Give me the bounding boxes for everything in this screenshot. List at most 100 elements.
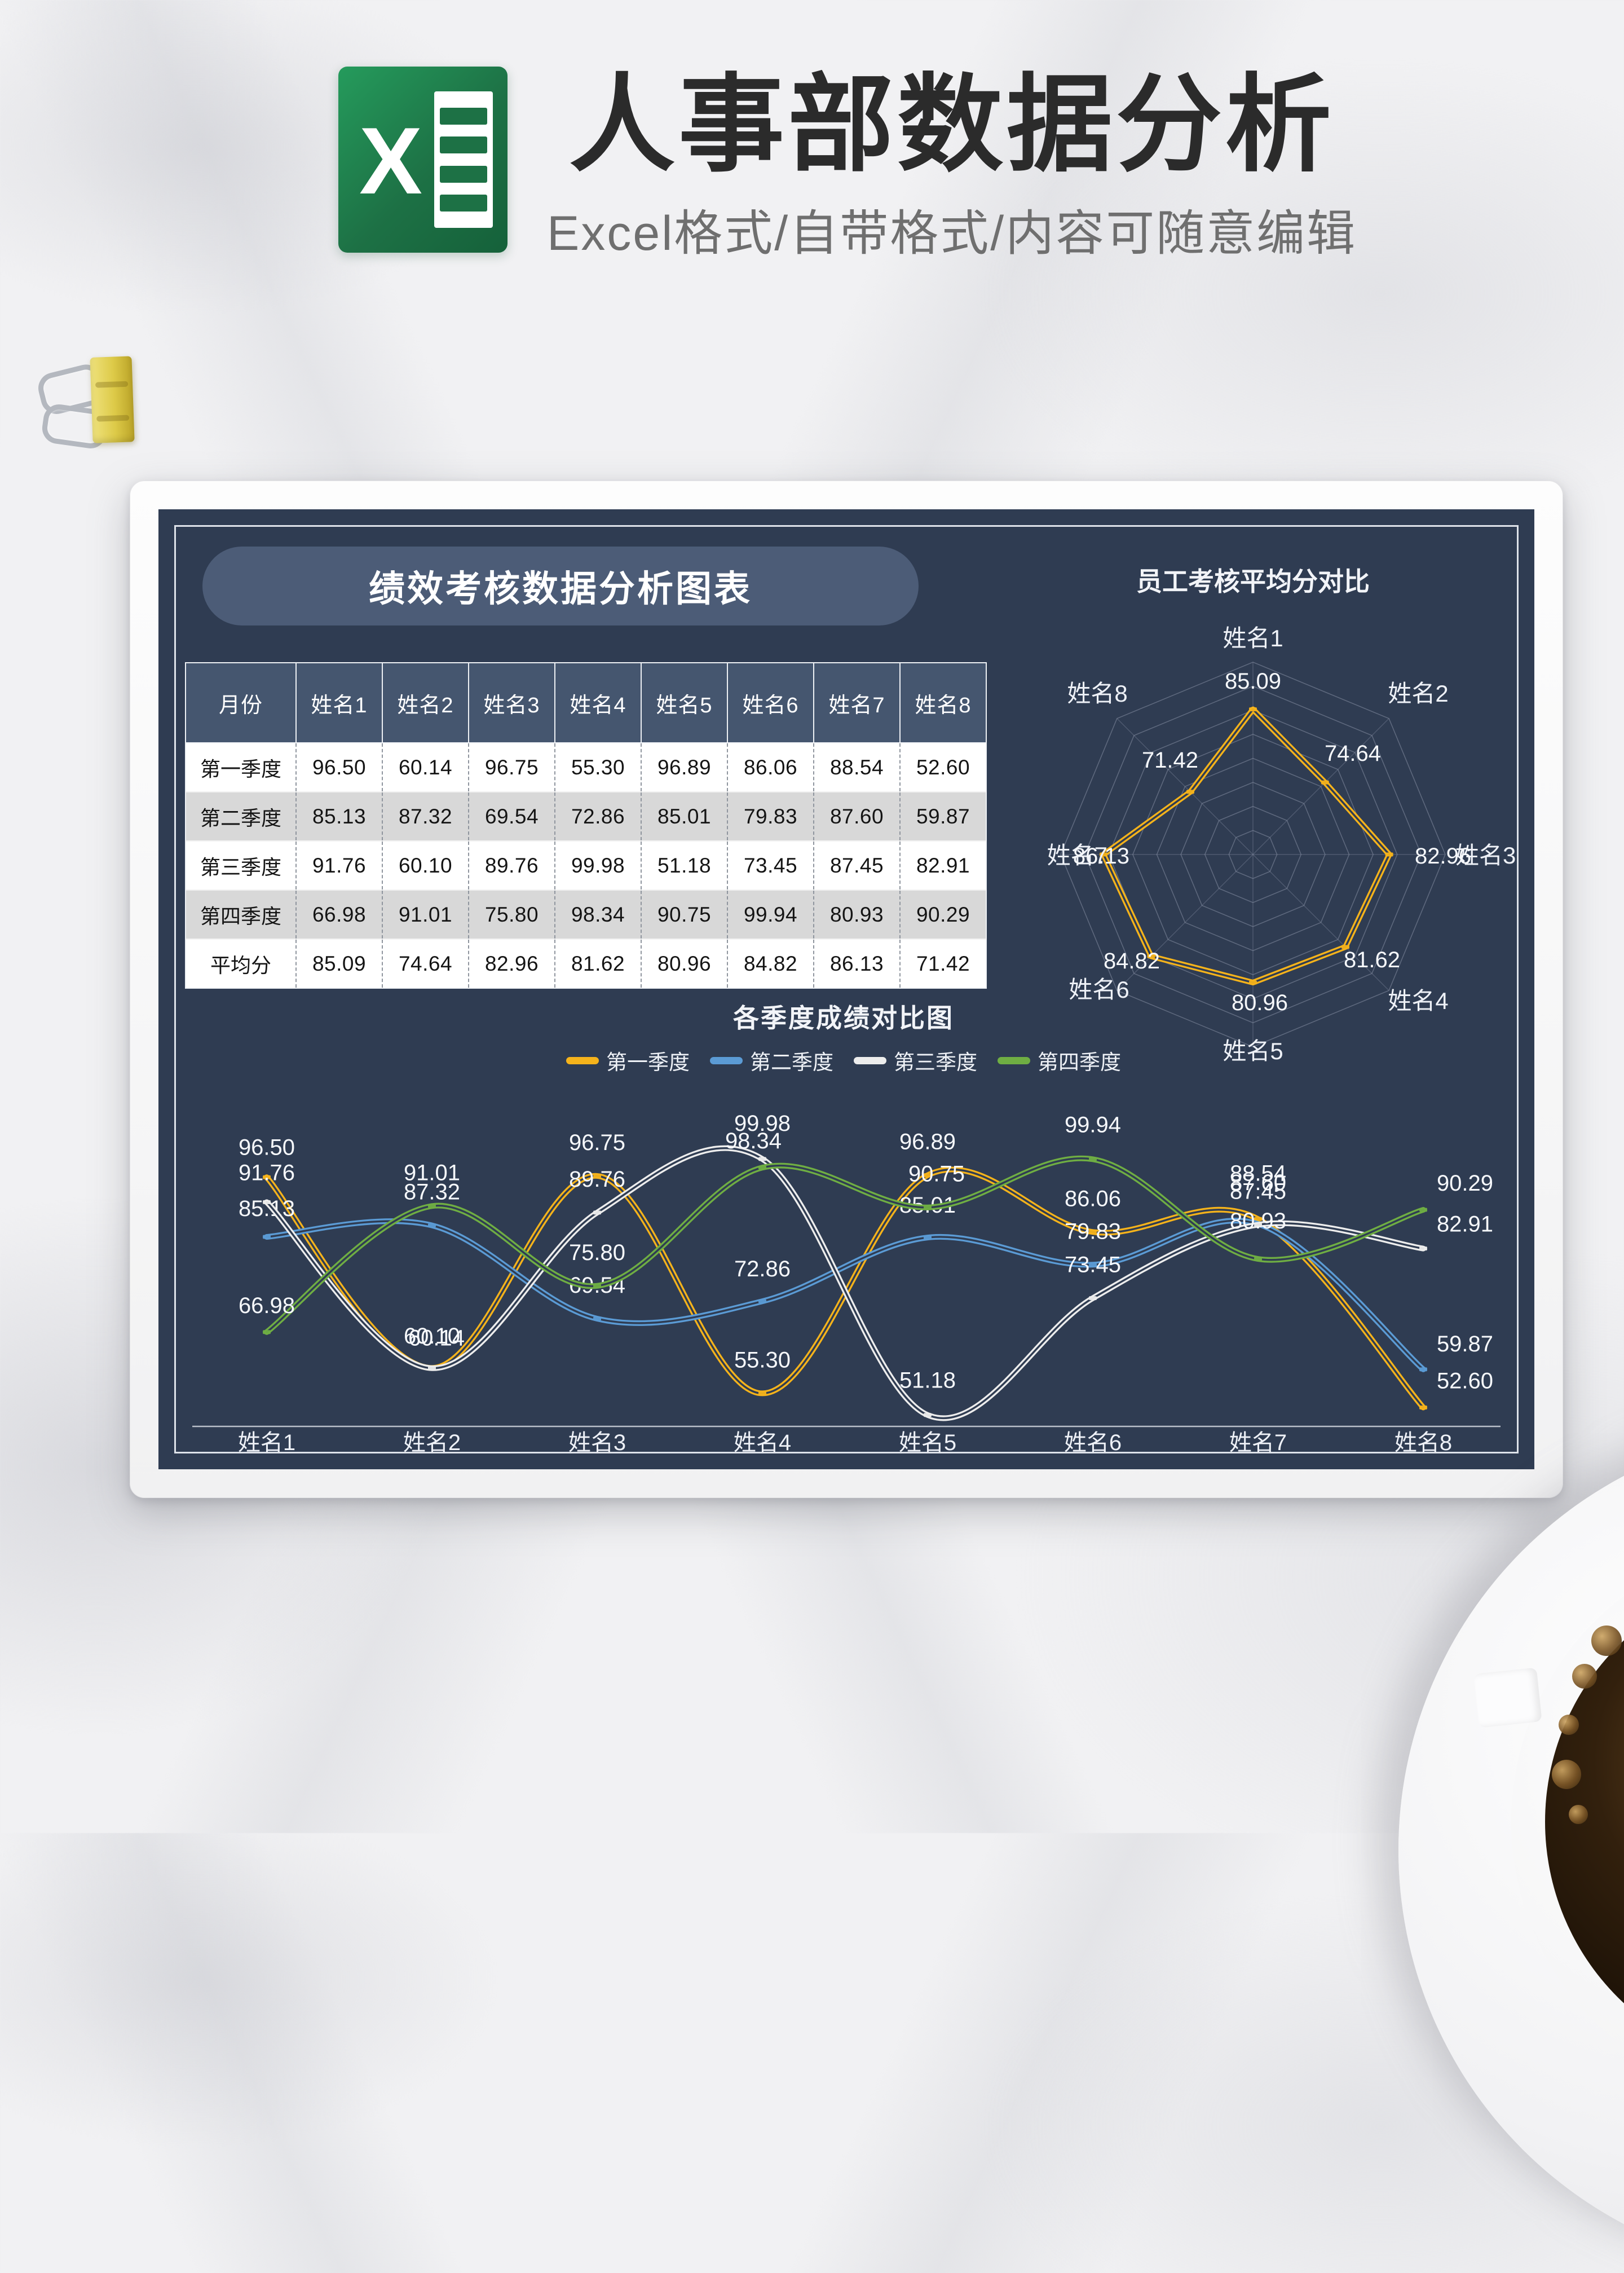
table-cell: 73.45 [727,840,814,890]
svg-text:姓名7: 姓名7 [1047,842,1107,869]
header-text: 人事部数据分析 Excel格式/自带格式/内容可随意编辑 [547,67,1357,264]
radar-chart-title: 员工考核平均分对比 [1136,567,1370,596]
svg-text:姓名3: 姓名3 [568,1430,626,1455]
table-row-label: 平均分 [186,939,296,988]
svg-text:90.29: 90.29 [1437,1171,1493,1196]
svg-text:88.54: 88.54 [1230,1161,1286,1186]
svg-text:86.06: 86.06 [1065,1186,1121,1211]
table-cell: 75.80 [468,889,555,939]
table-cell: 87.32 [382,791,469,841]
svg-text:55.30: 55.30 [734,1347,791,1372]
table-cell: 55.30 [554,742,641,792]
table-cell: 82.91 [899,840,986,890]
svg-text:姓名5: 姓名5 [1223,1038,1283,1064]
table-cell: 86.13 [813,939,900,988]
svg-text:96.50: 96.50 [239,1135,295,1160]
svg-text:91.76: 91.76 [239,1160,295,1185]
table-column-header: 姓名5 [641,662,728,743]
dashboard-card: 绩效考核数据分析图表 月份 姓名1 姓名2 姓名3 姓名4 姓名5 姓名6 姓名7 姓名8 第一… [130,481,1563,1498]
table-cell: 90.75 [641,889,727,939]
svg-text:82.96: 82.96 [1415,844,1471,869]
svg-text:85.13: 85.13 [239,1196,295,1221]
page-header: X 人事部数据分析 Excel格式/自带格式/内容可随意编辑 [338,67,1357,264]
coffee-bubble [1569,1805,1588,1824]
table-cell: 86.06 [727,742,814,792]
table-column-header: 姓名6 [727,662,814,743]
dashboard-title-pill: 绩效考核数据分析图表 [202,547,919,625]
page-title: 人事部数据分析 [569,65,1335,184]
table-cell: 66.98 [295,889,382,939]
table-cell: 60.10 [382,840,469,890]
table-cell: 96.89 [641,742,727,792]
svg-text:71.42: 71.42 [1142,748,1198,773]
svg-text:74.64: 74.64 [1325,741,1381,766]
svg-text:86.13: 86.13 [1073,844,1129,869]
svg-text:姓名5: 姓名5 [899,1430,956,1455]
svg-text:99.94: 99.94 [1065,1112,1121,1137]
table-cell: 81.62 [554,939,641,988]
table-cell: 85.09 [295,939,382,988]
legend-item-q3: 第三季度 [854,1045,977,1076]
table-column-header: 姓名4 [554,662,642,743]
svg-text:60.10: 60.10 [404,1324,460,1349]
table-cell: 79.83 [727,791,814,841]
svg-text:85.09: 85.09 [1225,669,1281,694]
line-chart-title: 各季度成绩对比图 [733,1003,954,1033]
table-column-header: 月份 [185,662,297,743]
table-column-header: 姓名2 [382,662,469,743]
coffee-cup-handle [1473,1667,1542,1728]
svg-text:79.83: 79.83 [1065,1219,1121,1244]
svg-text:87.32: 87.32 [404,1180,460,1205]
page: { "header": { "title": "人事部数据分析", "subti… [0,0,1624,1833]
table-cell: 52.60 [899,742,986,792]
svg-text:姓名8: 姓名8 [1394,1430,1452,1455]
svg-text:98.34: 98.34 [725,1129,782,1153]
table-cell: 87.60 [813,791,900,841]
excel-sheet-icon [434,91,493,228]
table-cell: 98.34 [554,889,641,939]
table-cell: 87.45 [813,840,900,890]
table-cell: 99.98 [554,840,641,890]
table-cell: 59.87 [899,791,986,841]
svg-text:81.62: 81.62 [1344,948,1400,972]
legend-swatch-icon [998,1056,1030,1064]
table-column-header: 姓名8 [899,662,987,743]
page-subtitle: Excel格式/自带格式/内容可随意编辑 [547,206,1357,261]
svg-text:99.98: 99.98 [734,1111,791,1136]
table-cell: 82.96 [468,939,555,988]
legend-label: 第四季度 [1038,1051,1121,1074]
svg-text:52.60: 52.60 [1437,1369,1493,1394]
table-cell: 84.82 [727,939,814,988]
table-cell: 71.42 [899,939,986,988]
score-table: 月份 姓名1 姓名2 姓名3 姓名4 姓名5 姓名6 姓名7 姓名8 第一季度 96.50 60.1… [185,662,987,989]
binder-clip-icon [35,341,143,457]
svg-text:姓名4: 姓名4 [734,1430,791,1455]
excel-logo-icon: X [338,67,508,253]
legend-item-q1: 第一季度 [566,1045,690,1076]
legend-item-q2: 第二季度 [710,1045,833,1076]
table-cell: 96.75 [468,742,555,792]
svg-text:66.98: 66.98 [239,1293,295,1318]
legend-label: 第一季度 [606,1051,690,1074]
svg-text:96.89: 96.89 [899,1130,956,1155]
svg-text:90.75: 90.75 [908,1162,965,1187]
svg-text:72.86: 72.86 [734,1257,791,1281]
table-cell: 60.14 [382,742,469,792]
table-cell: 91.76 [295,840,382,890]
score-table-body: 第一季度 96.50 60.14 96.75 55.30 96.89 86.06 88.54 5… [186,742,986,988]
svg-text:89.76: 89.76 [569,1167,625,1192]
svg-text:80.96: 80.96 [1232,990,1288,1015]
svg-text:姓名6: 姓名6 [1069,976,1129,1003]
table-row: 第四季度 66.98 91.01 75.80 98.34 90.75 99.94 80.93 9… [186,889,986,939]
table-cell: 99.94 [727,889,814,939]
svg-text:59.87: 59.87 [1437,1332,1493,1356]
table-row: 第三季度 91.76 60.10 89.76 99.98 51.18 73.45 87.45 8… [186,840,986,890]
line-chart-legend: 第一季度 第二季度 第三季度 第四季度 [566,1045,1121,1076]
dashboard-surface: 绩效考核数据分析图表 月份 姓名1 姓名2 姓名3 姓名4 姓名5 姓名6 姓名7 姓名8 第一… [158,509,1534,1469]
table-column-header: 姓名3 [468,662,555,743]
svg-text:姓名1: 姓名1 [238,1430,295,1455]
svg-text:69.54: 69.54 [569,1273,625,1298]
legend-swatch-icon [566,1056,599,1064]
coffee-bubble [1572,1664,1597,1689]
